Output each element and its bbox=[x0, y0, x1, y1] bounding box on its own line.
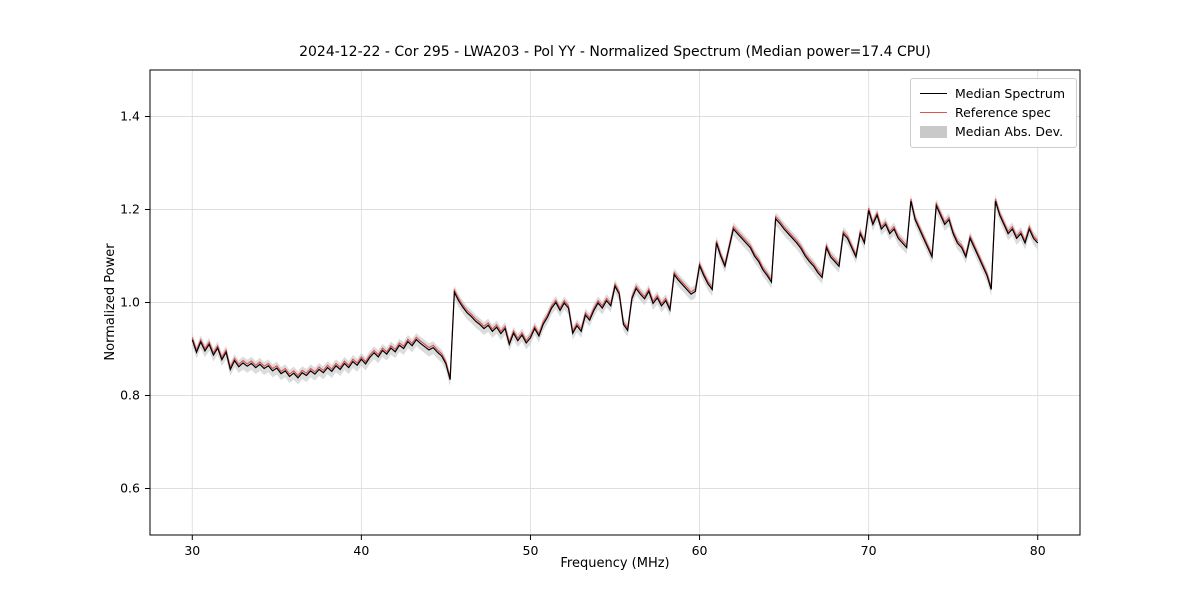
x-tick-label: 60 bbox=[692, 543, 708, 558]
chart-title: 2024-12-22 - Cor 295 - LWA203 - Pol YY -… bbox=[299, 44, 931, 60]
reference-spectrum-line bbox=[191, 198, 1039, 378]
mad-band bbox=[192, 194, 1038, 387]
median-line-swatch bbox=[919, 93, 947, 94]
y-tick-label: 0.6 bbox=[120, 481, 140, 496]
x-tick-label: 80 bbox=[1030, 543, 1046, 558]
legend: Median Spectrum Reference spec Median Ab… bbox=[909, 78, 1077, 148]
legend-item-median: Median Spectrum bbox=[919, 86, 1065, 101]
legend-item-mad: Median Abs. Dev. bbox=[919, 124, 1065, 139]
legend-label: Median Abs. Dev. bbox=[954, 124, 1064, 139]
x-tick-label: 50 bbox=[523, 543, 539, 558]
y-tick-label: 1.4 bbox=[120, 109, 140, 124]
y-tick-label: 0.8 bbox=[120, 388, 140, 403]
x-tick-label: 70 bbox=[861, 543, 877, 558]
y-tick-label: 1.2 bbox=[120, 202, 140, 217]
mad-band-swatch bbox=[919, 125, 947, 138]
legend-item-reference: Reference spec bbox=[919, 105, 1065, 120]
legend-label: Median Spectrum bbox=[954, 86, 1065, 101]
median-spectrum-line bbox=[191, 200, 1039, 380]
reference-line-swatch bbox=[919, 112, 947, 113]
x-axis-label: Frequency (MHz) bbox=[560, 556, 670, 571]
x-tick-label: 30 bbox=[184, 543, 200, 558]
legend-label: Reference spec bbox=[954, 105, 1051, 120]
y-tick-label: 1.0 bbox=[120, 295, 140, 310]
x-tick-label: 40 bbox=[353, 543, 369, 558]
